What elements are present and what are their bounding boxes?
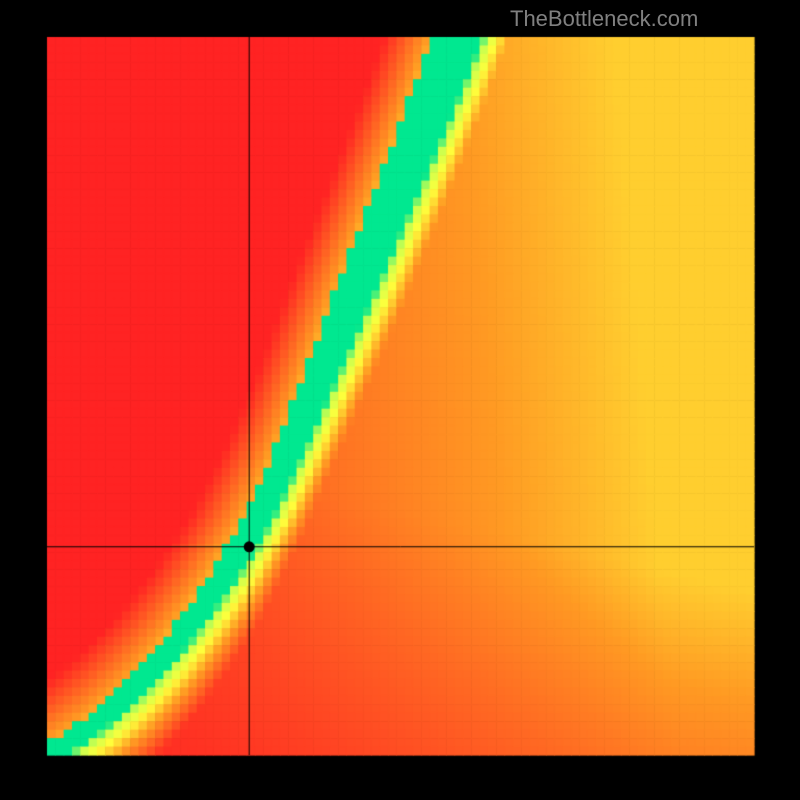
bottleneck-heatmap xyxy=(0,0,800,800)
watermark-text: TheBottleneck.com xyxy=(510,6,698,32)
